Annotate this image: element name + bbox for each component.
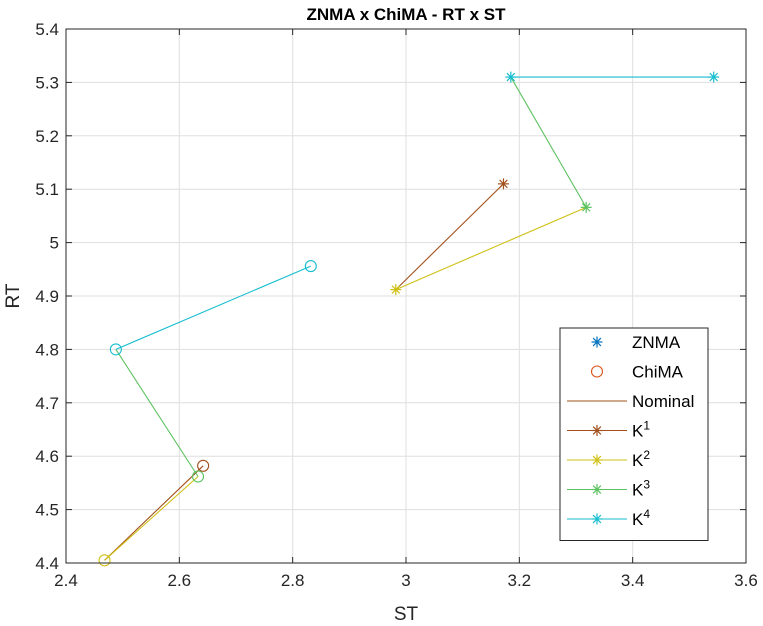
- znma-point: [580, 201, 592, 213]
- series-segment-k3: [115, 349, 199, 477]
- legend-star-marker: [591, 425, 603, 436]
- legend-star-marker: [591, 336, 603, 348]
- y-tick-label: 5: [50, 234, 59, 253]
- series-segment-k2: [104, 476, 199, 561]
- znma-point: [708, 71, 720, 83]
- y-tick-label: 4.5: [35, 501, 59, 520]
- legend-label: ChiMA: [632, 363, 684, 382]
- chima-point: [109, 343, 122, 356]
- legend-circle-marker: [590, 365, 604, 378]
- y-tick-label: 4.8: [35, 340, 59, 359]
- legend-star-marker: [591, 454, 603, 466]
- znma-point: [390, 284, 402, 296]
- chart-title: ZNMA x ChiMA - RT x ST: [307, 5, 507, 24]
- legend-star-marker: [591, 484, 603, 495]
- legend-label: Nominal: [632, 392, 694, 411]
- legend-label-superscript: 3: [643, 478, 650, 492]
- legend-entry: ChiMA: [590, 363, 684, 382]
- legend-label-superscript: 1: [643, 419, 650, 433]
- legend-label: ZNMA: [632, 333, 681, 352]
- y-tick-label: 4.9: [35, 287, 59, 306]
- series-segment-k2: [395, 206, 587, 291]
- x-axis-label: ST: [394, 604, 419, 625]
- x-tick-label: 2.4: [54, 571, 78, 590]
- legend-label-superscript: 4: [643, 507, 650, 521]
- y-tick-label: 5.1: [35, 180, 59, 199]
- legend-entry: ZNMA: [591, 333, 681, 352]
- chima-point: [197, 459, 210, 472]
- legend-entry: Nominal: [567, 392, 694, 411]
- legend-label-superscript: 2: [643, 448, 650, 462]
- x-tick-label: 3.6: [734, 571, 758, 590]
- legend-box: [559, 327, 709, 541]
- y-tick-label: 5.3: [35, 73, 59, 92]
- y-tick-label: 4.6: [35, 447, 59, 466]
- x-tick-label: 3: [401, 571, 410, 590]
- legend-star-marker: [591, 513, 603, 525]
- x-tick-label: 3.2: [508, 571, 532, 590]
- series-segment-k1: [395, 183, 504, 290]
- x-tick-label: 3.4: [621, 571, 645, 590]
- legend-entry: K3: [567, 478, 650, 500]
- series-segment-k1: [104, 465, 204, 561]
- tick-labels: 2.4 2.6 2.8 3 3.2 3.4 3.6 4.4 4.5 4.6 4.7 4.8 4.9 5 5.…: [35, 20, 757, 590]
- y-tick-label: 4.4: [35, 554, 59, 573]
- x-tick-label: 2.8: [281, 571, 305, 590]
- x-tick-label: 2.6: [168, 571, 192, 590]
- axis-ticks: [65, 28, 747, 564]
- y-tick-label: 4.7: [35, 394, 59, 413]
- series-segment-k4: [115, 265, 312, 350]
- znma-point: [505, 71, 517, 83]
- y-axis-label: RT: [3, 283, 24, 308]
- series-segment-k3: [510, 76, 587, 208]
- chima-point: [304, 260, 317, 273]
- data-layer: [98, 71, 720, 567]
- chima-point: [191, 470, 205, 483]
- chima-point: [98, 554, 111, 567]
- znma-point: [497, 178, 509, 190]
- y-tick-label: 5.4: [35, 20, 59, 39]
- y-tick-label: 5.2: [35, 127, 59, 146]
